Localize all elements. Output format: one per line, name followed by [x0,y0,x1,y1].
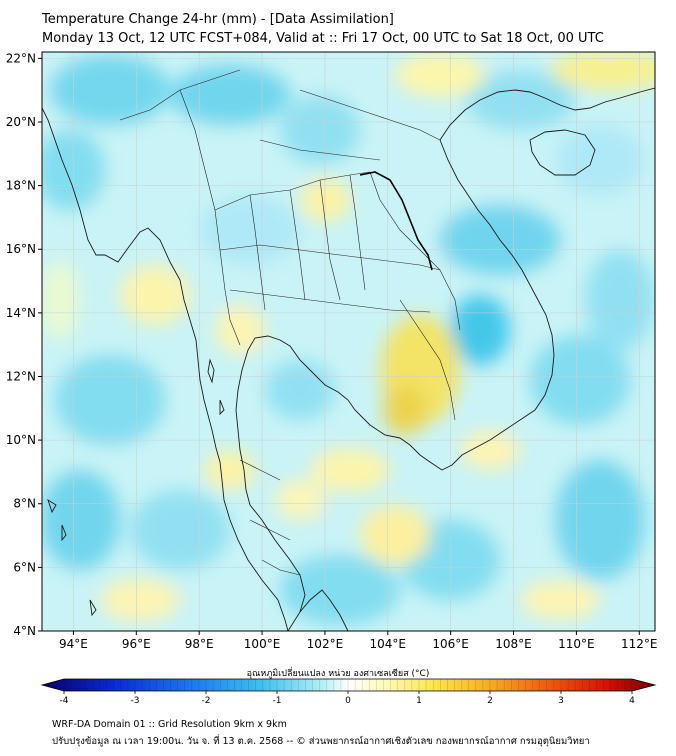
lat-tick-label: 8°N [13,497,36,511]
map-title: Temperature Change 24-hr (mm) - [Data As… [42,12,394,27]
colorbar-tick-label: 2 [487,696,493,706]
map-subtitle: Monday 13 Oct, 12 UTC FCST+084, Valid at… [42,31,604,46]
lon-tick-label: 102°E [307,637,344,651]
lat-tick-label: 10°N [6,433,36,447]
lon-tick-label: 112°E [621,637,658,651]
lat-tick-label: 20°N [6,115,36,129]
colorbar-tick-label: 0 [345,696,351,706]
lat-tick-label: 14°N [6,306,36,320]
lon-tick-label: 100°E [244,637,281,651]
lat-tick-label: 16°N [6,242,36,256]
lon-tick-label: 96°E [122,637,151,651]
lon-tick-label: 104°E [370,637,407,651]
lat-tick-label: 4°N [13,624,36,638]
colorbar-tick-label: -3 [131,696,140,706]
colorbar-title: อุณหภูมิเปลี่ยนแปลง หน่วย องศาเซลเซียส (… [246,669,430,679]
lon-tick-label: 106°E [432,637,469,651]
coastlines [42,87,655,631]
lon-tick-label: 98°E [185,637,214,651]
colorbar-tick-label: -1 [273,696,282,706]
temperature-field [42,52,655,631]
lon-tick-label: 110°E [558,637,595,651]
lat-tick-label: 12°N [6,369,36,383]
lon-tick-label: 94°E [59,637,88,651]
lat-tick-label: 6°N [13,560,36,574]
colorbar-tick-label: -4 [60,696,69,706]
lat-tick-label: 22°N [6,51,36,65]
colorbar-tick-label: 1 [416,696,422,706]
lat-tick-label: 18°N [6,179,36,193]
footer-domain-info: WRF-DA Domain 01 :: Grid Resolution 9km … [52,719,287,730]
colorbar-tick-label: -2 [202,696,211,706]
colorbar-strip [40,678,657,692]
graticule [42,52,655,631]
province-borders [119,69,461,576]
colorbar-tick-label: 3 [558,696,564,706]
colorbar-tick-label: 4 [629,696,635,706]
lon-tick-label: 108°E [495,637,532,651]
map-axes: 94°E 96°E 98°E 100°E 102°E 104°E 106°E 108°E 110… [6,51,658,651]
footer-update-credit: ปรับปรุงข้อมูล ณ เวลา 19:00น. วัน จ. ที่… [52,736,590,747]
map-frame [41,51,656,632]
colorbar: -4 -3 -2 -1 0 1 2 3 4 [40,678,657,706]
